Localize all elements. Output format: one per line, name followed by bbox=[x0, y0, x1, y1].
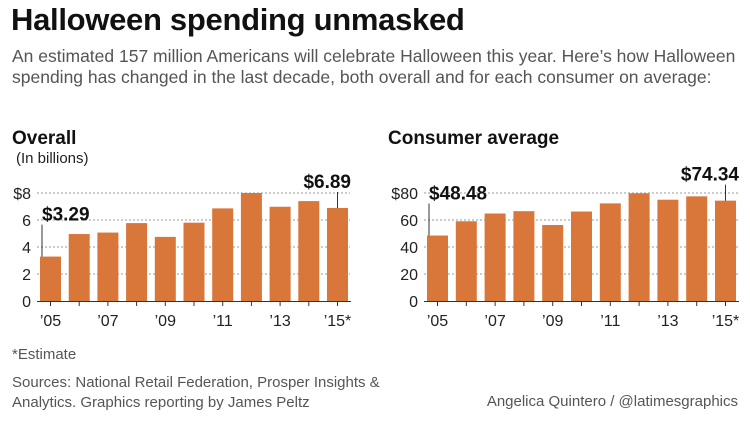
consumer-y-tick-label: 0 bbox=[409, 294, 418, 311]
consumer-bar-2015 bbox=[715, 200, 736, 301]
overall-bar-2009 bbox=[154, 236, 176, 301]
overall-y-tick-label: 4 bbox=[22, 240, 31, 257]
page-subtitle: An estimated 157 million Americans will … bbox=[12, 46, 736, 87]
consumer-bar-2006 bbox=[455, 221, 477, 301]
graphic-credit: Angelica Quintero / @latimesgraphics bbox=[486, 393, 738, 410]
overall-bar-2006 bbox=[68, 234, 90, 301]
overall-callout-label: $3.29 bbox=[42, 205, 90, 226]
consumer-x-tick-label: ’09 bbox=[542, 313, 563, 330]
page-title: Halloween spending unmasked bbox=[11, 2, 465, 37]
overall-bar-2005 bbox=[40, 256, 61, 301]
overall-y-tick-label: 2 bbox=[22, 267, 31, 284]
overall-bar-2007 bbox=[97, 232, 119, 301]
consumer-x-tick-label: ’13 bbox=[657, 313, 678, 330]
overall-y-tick-label: 6 bbox=[22, 213, 31, 230]
overall-x-tick-label: ’11 bbox=[213, 313, 233, 330]
overall-x-tick-label: ’07 bbox=[97, 313, 118, 330]
consumer-y-tick-label: 20 bbox=[400, 267, 418, 284]
consumer-bar-2011 bbox=[599, 203, 621, 301]
overall-x-tick-label: ’09 bbox=[155, 313, 176, 330]
overall-bar-2012 bbox=[240, 193, 262, 301]
consumer-y-tick-label: $80 bbox=[391, 186, 418, 203]
consumer-bar-2013 bbox=[657, 199, 679, 301]
consumer-bar-2008 bbox=[513, 211, 535, 301]
overall-y-tick-label: $8 bbox=[13, 186, 31, 203]
overall-bar-2010 bbox=[183, 222, 205, 301]
overall-bar-2015 bbox=[327, 207, 348, 301]
overall-chart-title: Overall bbox=[12, 128, 77, 149]
overall-bar-2014 bbox=[298, 201, 320, 301]
overall-bar-2008 bbox=[126, 223, 148, 301]
overall-bar-2013 bbox=[269, 206, 291, 301]
consumer-bar-2009 bbox=[542, 224, 564, 301]
sources-note: Sources: National Retail Federation, Pro… bbox=[12, 374, 380, 411]
overall-x-tick-label: ’15* bbox=[324, 313, 352, 330]
overall-callout-label: $6.89 bbox=[303, 172, 351, 193]
consumer-x-tick-label: ’15* bbox=[712, 313, 740, 330]
consumer-y-tick-label: 40 bbox=[400, 240, 418, 257]
consumer-callout-label: $74.34 bbox=[681, 165, 740, 186]
consumer-y-tick-label: 60 bbox=[400, 213, 418, 230]
consumer-x-tick-label: ’11 bbox=[600, 313, 620, 330]
consumer-bar-2012 bbox=[628, 193, 650, 301]
consumer-bar-2014 bbox=[686, 196, 708, 301]
consumer-x-tick-label: ’07 bbox=[484, 313, 505, 330]
overall-y-tick-label: 0 bbox=[22, 294, 31, 311]
overall-bar-2011 bbox=[212, 208, 234, 301]
overall-chart-units: (In billions) bbox=[16, 150, 89, 167]
consumer-bar-2005 bbox=[427, 235, 448, 301]
overall-x-tick-label: ’13 bbox=[269, 313, 290, 330]
consumer-x-tick-label: ’05 bbox=[427, 313, 448, 330]
consumer-bar-2007 bbox=[484, 213, 506, 301]
consumer-callout-label: $48.48 bbox=[429, 184, 487, 205]
estimate-footnote: *Estimate bbox=[12, 346, 77, 363]
consumer-bar-2010 bbox=[571, 211, 592, 301]
overall-x-tick-label: ’05 bbox=[40, 313, 61, 330]
consumer-chart-title: Consumer average bbox=[388, 128, 560, 149]
